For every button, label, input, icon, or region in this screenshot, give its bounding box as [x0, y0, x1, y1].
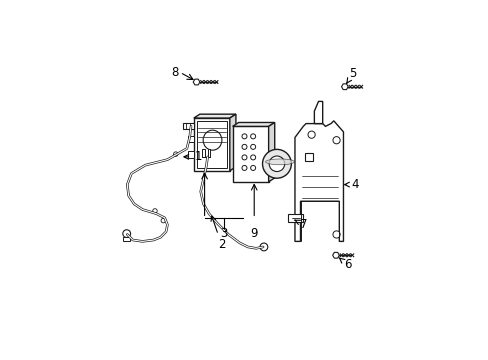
Circle shape [242, 166, 246, 170]
Circle shape [242, 134, 246, 139]
Text: 1: 1 [183, 150, 201, 163]
FancyBboxPatch shape [187, 151, 193, 158]
Text: 5: 5 [346, 67, 356, 83]
Circle shape [242, 155, 246, 160]
Polygon shape [268, 122, 274, 182]
Polygon shape [193, 79, 200, 85]
FancyBboxPatch shape [287, 214, 303, 222]
Polygon shape [196, 121, 226, 168]
Polygon shape [314, 102, 322, 123]
Ellipse shape [265, 159, 294, 165]
Text: 4: 4 [344, 178, 358, 191]
FancyBboxPatch shape [304, 153, 312, 161]
Circle shape [250, 134, 255, 139]
Circle shape [268, 156, 284, 172]
Polygon shape [193, 114, 235, 118]
Text: 8: 8 [171, 66, 179, 79]
Polygon shape [232, 126, 268, 182]
Text: 2: 2 [211, 216, 225, 251]
Ellipse shape [203, 130, 222, 150]
Circle shape [260, 243, 267, 251]
FancyBboxPatch shape [187, 135, 193, 143]
FancyBboxPatch shape [202, 149, 204, 157]
FancyBboxPatch shape [207, 149, 210, 157]
Text: 3: 3 [220, 227, 227, 240]
Polygon shape [332, 252, 339, 258]
Text: 7: 7 [294, 218, 307, 231]
Polygon shape [341, 84, 347, 90]
Polygon shape [232, 122, 274, 126]
Circle shape [122, 230, 130, 238]
Text: 6: 6 [338, 258, 351, 271]
Circle shape [332, 231, 340, 238]
Circle shape [173, 152, 178, 156]
Circle shape [307, 131, 315, 138]
Polygon shape [229, 114, 235, 171]
Text: 9: 9 [250, 227, 258, 240]
FancyBboxPatch shape [123, 237, 130, 242]
Circle shape [250, 166, 255, 170]
FancyBboxPatch shape [183, 123, 193, 129]
Circle shape [242, 144, 246, 149]
Polygon shape [193, 118, 229, 171]
Polygon shape [294, 121, 343, 242]
Circle shape [161, 219, 165, 223]
Circle shape [250, 155, 255, 160]
Circle shape [332, 136, 340, 144]
Circle shape [250, 144, 255, 149]
Circle shape [262, 149, 291, 178]
Circle shape [152, 209, 157, 213]
